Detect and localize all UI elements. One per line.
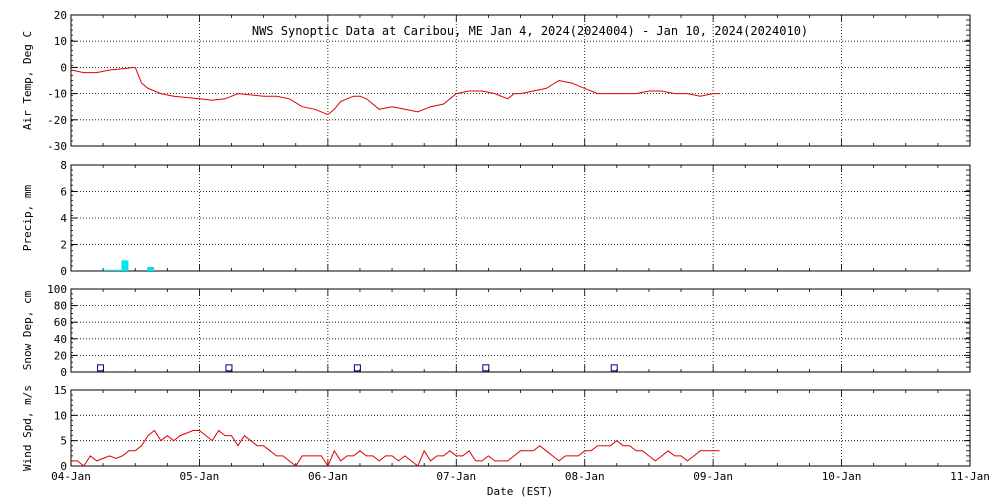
y-axis-label: Wind Spd, m/s [21,385,34,471]
y-axis-label: Air Temp, Deg C [21,31,34,130]
y-tick-label: 15 [54,384,67,397]
snow-depth-point [97,364,105,372]
x-tick-label: 04-Jan [51,470,91,483]
y-tick-label: 8 [60,159,67,172]
air-temp-series-line [70,66,720,116]
y-tick-label: 4 [60,212,67,225]
snow-depth-point [225,364,233,372]
y-tick-label: 10 [54,35,67,48]
x-tick-label: 10-Jan [822,470,862,483]
y-tick-label: 80 [54,300,67,313]
y-tick-label: 20 [54,9,67,22]
x-tick-label: 06-Jan [308,470,348,483]
y-tick-label: -30 [47,140,67,153]
x-tick-label: 07-Jan [436,470,476,483]
y-tick-label: 0 [60,460,67,473]
chart-title: NWS Synoptic Data at Caribou, ME Jan 4, … [252,24,808,38]
air-temp-panel: 20 10 0 -10 -20 -30 Air Temp, Deg C [21,9,971,153]
precip-bar [121,260,129,271]
y-tick-label: 6 [60,186,67,199]
x-tick-label: 09-Jan [693,470,733,483]
y-tick-label: 2 [60,239,67,252]
y-axis-label: Precip, mm [21,185,34,252]
snow-depth-frame [70,288,971,373]
y-tick-label: -10 [47,88,67,101]
y-axis-label: Snow Dep, cm [21,290,34,370]
wind-speed-frame [70,389,971,467]
y-tick-label: 40 [54,333,67,346]
precip-bar [103,269,111,271]
x-axis-label: Date (EST) [487,485,553,498]
precip-bar [113,269,121,271]
y-tick-label: 0 [60,265,67,278]
wind-speed-panel: 15 10 5 0 Wind Spd, m/s [21,384,971,473]
y-tick-label: 100 [47,283,67,296]
y-tick-label: 0 [60,61,67,74]
precip-bar [147,267,155,271]
y-tick-label: 5 [60,435,67,448]
snow-depth-point [610,364,618,372]
wind-speed-series-line [71,429,720,468]
snow-depth-point [353,364,361,372]
y-tick-label: 20 [54,349,67,362]
snow-depth-point [482,364,490,372]
y-tick-label: 10 [54,409,67,422]
y-tick-label: 0 [60,366,67,379]
y-tick-label: 60 [54,316,67,329]
precip-frame [70,164,971,272]
x-tick-label: 08-Jan [565,470,605,483]
snow-depth-panel: 100 80 60 40 20 0 Snow Dep, cm [21,283,971,379]
y-tick-label: -20 [47,114,67,127]
x-tick-label: 05-Jan [180,470,220,483]
precip-panel: 8 6 4 2 0 Precip, mm [21,159,971,278]
x-tick-label: 11-Jan [950,470,990,483]
